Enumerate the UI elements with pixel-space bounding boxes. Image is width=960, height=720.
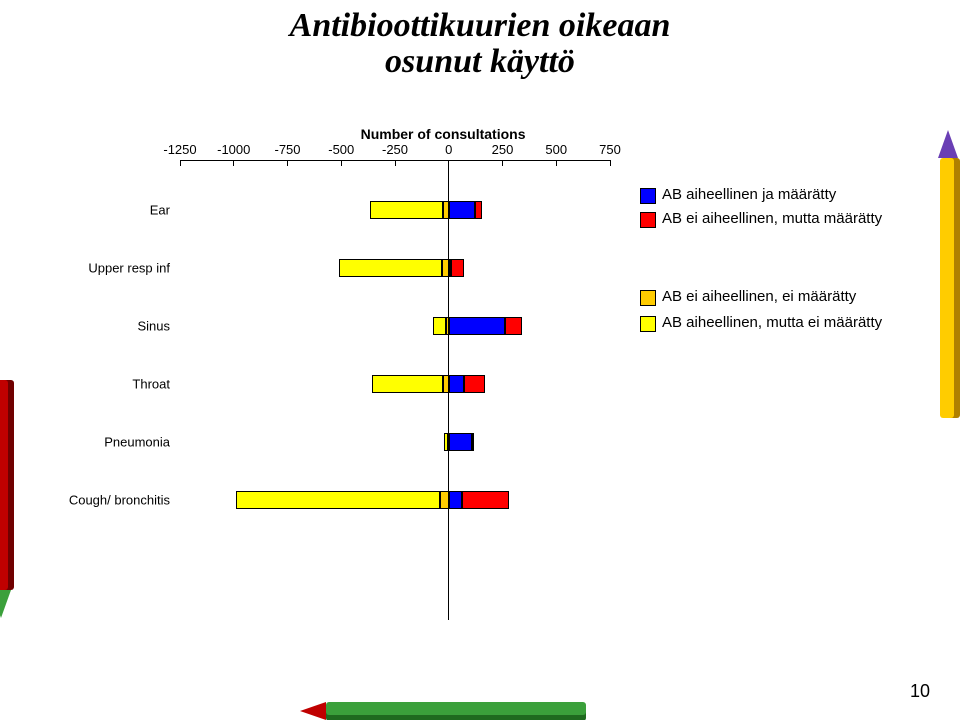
bar-segment bbox=[451, 259, 464, 277]
legend-swatch bbox=[640, 290, 656, 306]
bar-segment bbox=[449, 433, 473, 451]
page-title: Antibioottikuurien oikeaan osunut käyttö bbox=[0, 8, 960, 79]
bar-segment bbox=[462, 491, 509, 509]
bar-segment bbox=[444, 433, 447, 451]
x-tick-label: 500 bbox=[545, 142, 567, 157]
x-tick-label: -500 bbox=[328, 142, 354, 157]
legend-item: AB aiheellinen, mutta ei määrätty bbox=[640, 314, 882, 332]
legend-swatch bbox=[640, 188, 656, 204]
bar-segment bbox=[440, 491, 449, 509]
title-line1: Antibioottikuurien oikeaan bbox=[290, 7, 671, 44]
bar-segment bbox=[475, 201, 483, 219]
legend-label: AB ei aiheellinen, mutta määrätty bbox=[662, 210, 882, 228]
crayon-right bbox=[934, 130, 960, 430]
bar-segment bbox=[449, 317, 505, 335]
legend-item: AB aiheellinen ja määrätty bbox=[640, 186, 836, 204]
bar-segment bbox=[449, 491, 462, 509]
bar-segment bbox=[236, 491, 440, 509]
category-label: Pneumonia bbox=[30, 435, 170, 450]
legend-label: AB aiheellinen ja määrätty bbox=[662, 186, 836, 204]
x-tick-label: 750 bbox=[599, 142, 621, 157]
category-label: Upper resp inf bbox=[30, 261, 170, 276]
bar-segment bbox=[464, 375, 486, 393]
crayon-bottom bbox=[300, 700, 600, 720]
x-tick-label: -1250 bbox=[163, 142, 196, 157]
x-tick-label: -1000 bbox=[217, 142, 250, 157]
title-line2: osunut käyttö bbox=[385, 43, 575, 80]
bar-segment bbox=[339, 259, 442, 277]
category-label: Ear bbox=[30, 203, 170, 218]
x-tick-label: -250 bbox=[382, 142, 408, 157]
bar-segment bbox=[472, 433, 474, 451]
x-tick-label: -750 bbox=[274, 142, 300, 157]
legend-label: AB aiheellinen, mutta ei määrätty bbox=[662, 314, 882, 332]
legend-item: AB ei aiheellinen, mutta määrätty bbox=[640, 210, 882, 228]
chart-subtitle: Number of consultations bbox=[361, 126, 526, 142]
x-axis-line bbox=[180, 160, 610, 161]
x-tick-label: 250 bbox=[492, 142, 514, 157]
x-tick-label: 0 bbox=[445, 142, 452, 157]
bar-segment bbox=[449, 201, 475, 219]
crayon-left bbox=[0, 380, 28, 640]
legend-swatch bbox=[640, 316, 656, 332]
legend-swatch bbox=[640, 212, 656, 228]
legend-item: AB ei aiheellinen, ei määrätty bbox=[640, 288, 856, 306]
category-label: Sinus bbox=[30, 319, 170, 334]
bar-segment bbox=[433, 317, 446, 335]
category-label: Cough/ bronchitis bbox=[30, 493, 170, 508]
category-label: Throat bbox=[30, 377, 170, 392]
bar-segment bbox=[370, 201, 443, 219]
bar-segment bbox=[372, 375, 443, 393]
bar-segment bbox=[449, 375, 464, 393]
bar-segment bbox=[505, 317, 522, 335]
legend-label: AB ei aiheellinen, ei määrätty bbox=[662, 288, 856, 306]
page-number: 10 bbox=[910, 681, 930, 702]
